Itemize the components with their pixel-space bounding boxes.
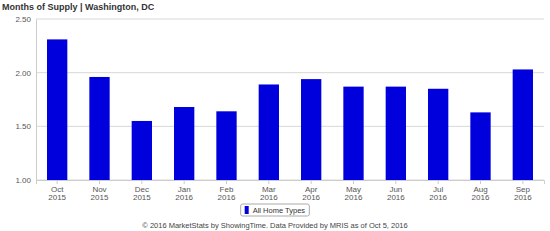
- x-tick-label: Feb2016: [218, 185, 236, 203]
- bar: [174, 107, 194, 180]
- y-tick-label: 1.50: [15, 122, 31, 131]
- legend-swatch: [245, 206, 249, 214]
- x-tick: Aug2016: [472, 180, 490, 202]
- bars: [47, 39, 533, 180]
- y-tick: 1.00: [15, 176, 36, 185]
- y-tick: 1.50: [15, 122, 36, 131]
- legend-item: All Home Types: [245, 206, 306, 215]
- x-tick: Dec2015: [133, 180, 151, 202]
- x-tick-label: Mar2016: [260, 185, 278, 203]
- y-tick-label: 2.00: [15, 69, 31, 78]
- x-tick-mark: [226, 180, 227, 184]
- x-tick-label: Aug2016: [472, 185, 490, 203]
- x-tick: Jul2016: [429, 180, 447, 202]
- plot: 1.00 1.50 2.00 2.50 Oct2015 Nov2015 Dec2015 Jan…: [15, 15, 544, 202]
- bar: [428, 89, 448, 180]
- bar: [47, 39, 67, 180]
- bar: [301, 79, 321, 180]
- x-tick-mark: [141, 180, 142, 184]
- x-tick-mark: [268, 180, 269, 184]
- y-tick-label: 1.00: [15, 176, 31, 185]
- x-axis: Oct2015 Nov2015 Dec2015 Jan2016 Feb2016 Mar20…: [37, 180, 545, 202]
- y-tick-label: 2.50: [15, 15, 31, 24]
- y-tick: 2.00: [15, 69, 36, 78]
- x-tick-label: Nov2015: [91, 185, 109, 203]
- x-tick-mark: [353, 180, 354, 184]
- grid-line: [36, 72, 544, 73]
- y-tick: 2.50: [15, 15, 36, 24]
- x-tick-mark: [438, 180, 439, 184]
- y-axis-line: [36, 20, 37, 181]
- legend: All Home Types: [241, 204, 310, 216]
- bar: [343, 87, 363, 180]
- bar: [470, 112, 490, 180]
- footer-note: © 2016 MarketStats by ShowingTime. Data …: [142, 221, 407, 230]
- x-tick-label: Dec2015: [133, 185, 151, 203]
- x-tick: May2016: [345, 180, 363, 202]
- x-tick: Mar2016: [260, 180, 278, 202]
- x-tick-mark: [395, 180, 396, 184]
- bar: [89, 77, 109, 180]
- x-tick-mark: [311, 180, 312, 184]
- title: Months of Supply | Washington, DC: [2, 2, 155, 12]
- x-tick-mark: [480, 180, 481, 184]
- y-axis: 1.00 1.50 2.00 2.50: [15, 15, 36, 185]
- x-tick: Jan2016: [175, 180, 193, 202]
- x-tick-label: Oct2015: [48, 185, 66, 203]
- x-tick-mark: [57, 180, 58, 184]
- x-tick: Sep2016: [514, 180, 532, 202]
- x-tick-label: Apr2016: [302, 185, 320, 203]
- grid-line: [36, 19, 544, 20]
- grid: [36, 19, 544, 180]
- legend-box: [241, 204, 310, 216]
- x-tick-mark: [99, 180, 100, 184]
- bar: [132, 121, 152, 180]
- x-tick-label: Jun2016: [387, 185, 405, 203]
- x-tick: Nov2015: [91, 180, 109, 202]
- x-tick-label: Jul2016: [429, 185, 447, 203]
- x-tick-label: May2016: [345, 185, 363, 203]
- chart: Months of Supply | Washington, DC 1.00 1.5…: [0, 0, 550, 231]
- bar: [216, 111, 236, 180]
- bar: [513, 69, 533, 180]
- legend-label: All Home Types: [253, 206, 306, 215]
- x-tick: Oct2015: [48, 180, 66, 202]
- x-tick-mark: [184, 180, 185, 184]
- bar: [259, 84, 279, 180]
- x-tick: Feb2016: [218, 180, 236, 202]
- x-tick: Apr2016: [302, 180, 320, 202]
- bar: [386, 87, 406, 180]
- x-axis-line: [37, 181, 545, 185]
- x-tick-mark: [522, 180, 523, 184]
- x-tick-label: Sep2016: [514, 185, 532, 203]
- x-tick: Jun2016: [387, 180, 405, 202]
- x-tick-label: Jan2016: [175, 185, 193, 203]
- grid-line: [36, 126, 544, 127]
